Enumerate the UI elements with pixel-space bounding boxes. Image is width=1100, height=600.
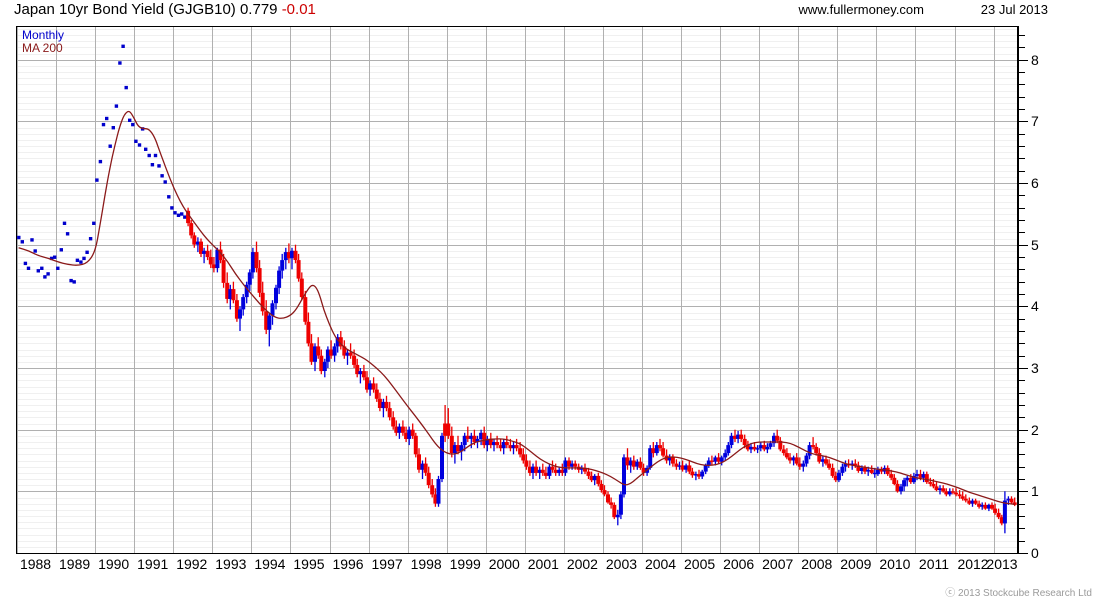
- x-axis-label: 1995: [293, 556, 325, 572]
- y-axis-tick: [1018, 220, 1025, 221]
- y-axis-label: 1: [1031, 483, 1039, 500]
- y-axis-tick: [1018, 183, 1028, 184]
- x-axis: 1988 1989 1990 1991 1992 1993 1994 1995 1996 1997…: [16, 556, 1018, 580]
- y-axis-tick: [1018, 35, 1025, 37]
- page-title: Japan 10yr Bond Yield (GJGB10) 0.779 -0.…: [14, 1, 316, 18]
- x-axis-label: 2004: [644, 556, 677, 572]
- chart-header: Japan 10yr Bond Yield (GJGB10) 0.779 -0.…: [0, 0, 1100, 22]
- chart-legend: Monthly MA 200: [22, 29, 64, 55]
- chart-gridlines: [17, 27, 1017, 553]
- y-axis-tick: [1018, 72, 1025, 73]
- y-axis-tick: [1018, 109, 1025, 110]
- x-axis-label: 1988: [19, 556, 52, 572]
- y-axis-tick: [1018, 479, 1025, 480]
- y-axis-tick: [1018, 269, 1025, 271]
- x-axis-label: 1997: [371, 556, 403, 572]
- y-axis-tick: [1018, 96, 1025, 98]
- y-axis-tick: [1018, 170, 1025, 172]
- x-axis-label: 1992: [176, 556, 208, 572]
- y-axis-tick: [1018, 133, 1025, 135]
- instrument-name: Japan 10yr Bond Yield (GJGB10): [14, 1, 236, 18]
- x-axis-label: 1998: [410, 556, 442, 572]
- x-axis-label: 1989: [59, 556, 91, 572]
- y-axis-tick: [1018, 281, 1025, 283]
- x-axis-label: 2012: [957, 556, 989, 572]
- x-axis-label: 2007: [762, 556, 794, 572]
- y-axis-label: 4: [1031, 298, 1039, 315]
- y-axis-tick: [1018, 84, 1025, 86]
- y-axis-label: 0: [1031, 545, 1039, 561]
- y-axis-tick: [1018, 121, 1028, 123]
- y-axis-tick: [1018, 331, 1025, 332]
- x-axis-label: 2000: [488, 556, 520, 572]
- y-axis-tick: [1018, 355, 1025, 357]
- x-axis-label: 1999: [449, 556, 481, 572]
- plot-area[interactable]: Monthly MA 200: [16, 26, 1018, 554]
- y-axis-tick: [1018, 491, 1028, 493]
- y-axis-tick: [1018, 528, 1025, 530]
- y-axis-tick: [1018, 195, 1025, 197]
- y-axis: 0 1 2 3 4 5 6 7 8: [1018, 26, 1100, 561]
- y-axis-label: 3: [1031, 360, 1039, 376]
- x-axis-label: 1991: [137, 556, 169, 572]
- y-axis-tick: [1018, 158, 1025, 160]
- x-axis-label: 1993: [215, 556, 247, 572]
- y-axis-tick: [1018, 232, 1025, 234]
- chart-date: 23 Jul 2013: [980, 2, 1048, 17]
- legend-item-ma200: MA 200: [22, 41, 63, 55]
- legend-item-monthly: Monthly: [22, 28, 65, 42]
- y-axis-tick: [1018, 540, 1025, 542]
- y-axis-tick: [1018, 466, 1025, 468]
- x-axis-label: 1990: [98, 556, 130, 572]
- x-axis-label: 1996: [332, 556, 364, 572]
- x-axis-label: 2003: [605, 556, 638, 572]
- y-axis-tick: [1018, 257, 1025, 258]
- y-axis-tick: [1018, 380, 1025, 382]
- y-axis-tick: [1018, 392, 1025, 394]
- y-axis-tick: [1018, 503, 1025, 505]
- y-axis-tick: [1018, 47, 1025, 49]
- x-axis-label: 2013: [986, 556, 1018, 572]
- y-axis-tick: [1018, 59, 1028, 61]
- x-axis-label: 2005: [684, 556, 716, 572]
- copyright-notice: ⓒ 2013 Stockcube Research Ltd: [945, 588, 1092, 599]
- y-axis-tick: [1018, 146, 1025, 147]
- y-axis-tick: [1018, 207, 1025, 209]
- y-axis-tick: [1018, 306, 1028, 308]
- x-axis-label: 2010: [879, 556, 911, 572]
- x-axis-label: 1994: [254, 556, 286, 572]
- y-axis-tick: [1018, 368, 1028, 369]
- x-axis-label: 2006: [723, 556, 755, 572]
- y-axis-spine: [1018, 26, 1019, 554]
- x-axis-label: 2008: [801, 556, 833, 572]
- y-axis-tick: [1018, 343, 1025, 345]
- last-price: 0.779: [239, 1, 278, 18]
- y-axis-tick: [1018, 553, 1028, 554]
- y-axis-label: 6: [1031, 175, 1039, 191]
- y-axis-tick: [1018, 294, 1025, 295]
- y-axis-tick: [1018, 454, 1025, 456]
- website-label: www.fullermoney.com: [798, 2, 924, 17]
- y-axis-tick: [1018, 405, 1025, 406]
- x-axis-label: 2011: [918, 556, 950, 572]
- y-axis-tick: [1018, 244, 1028, 246]
- y-axis-label: 7: [1031, 113, 1039, 130]
- y-axis-tick: [1018, 429, 1028, 431]
- x-axis-label: 2002: [566, 556, 598, 572]
- y-axis-tick: [1018, 318, 1025, 320]
- chart-series-layer: [17, 44, 1017, 534]
- y-axis-label: 8: [1031, 51, 1039, 68]
- y-axis-label: 5: [1031, 236, 1039, 253]
- x-axis-label: 2001: [527, 556, 559, 572]
- y-axis-label: 2: [1031, 421, 1039, 438]
- y-axis-tick: [1018, 442, 1025, 443]
- price-change: -0.01: [281, 1, 316, 18]
- x-axis-label: 2009: [840, 556, 872, 572]
- y-axis-tick: [1018, 516, 1025, 517]
- y-axis-tick: [1018, 417, 1025, 419]
